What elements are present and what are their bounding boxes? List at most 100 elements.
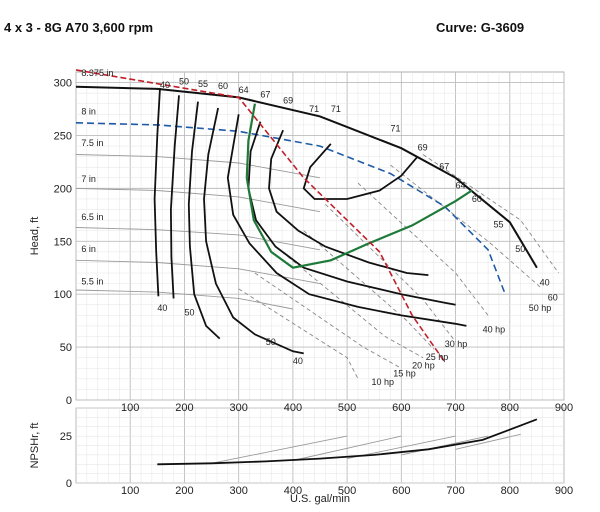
chart-annotation-label: 40 hp [483,324,506,334]
x-tick-label: 200 [175,402,193,414]
chart-annotation-label: 60 [548,293,558,303]
chart-annotation-label: 40 [293,356,303,366]
y-tick-label: 300 [54,78,72,90]
pump-model-title: 4 x 3 - 8G A70 3,600 rpm [4,20,154,35]
chart-annotation-label: 5.5 in [81,277,103,287]
chart-annotation-label: 6 in [81,244,96,254]
chart-annotation-label: 69 [418,142,428,152]
chart-annotation-label: 6.5 in [81,212,103,222]
chart-annotation-label: 60 [472,194,482,204]
npsh-x-tick-label: 300 [229,485,247,497]
chart-annotation-label: 71 [331,104,341,114]
npsh-x-tick-label: 200 [175,485,193,497]
npsh-thin-curve [455,433,521,450]
y-tick-label: 200 [54,183,72,195]
chart-annotation-label: 55 [198,79,208,89]
chart-annotation-label: 71 [309,104,319,114]
chart-annotation-label: 7 in [81,174,96,184]
chart-annotation-label: 8 in [81,106,96,116]
npsh-x-tick-label: 100 [121,485,139,497]
power-line [357,182,489,316]
efficiency-contour [247,121,456,306]
chart-annotation-label: 71 [390,123,400,133]
y-tick-label: 250 [54,130,72,142]
efficiency-contour [302,143,419,200]
power-line [238,288,359,380]
chart-annotation-label: 30 hp [445,339,468,349]
npsh-x-tick-label: 600 [392,485,410,497]
chart-annotation-label: 40 [160,80,170,90]
head-plot-frame [75,71,565,401]
power-line [325,203,456,343]
npsh-x-tick-label: 400 [284,485,302,497]
x-tick-label: 300 [229,402,247,414]
chart-annotation-label: 67 [439,161,449,171]
chart-annotation-label: 55 [494,220,504,230]
impeller-curve [75,187,321,213]
chart-annotation-label: 25 hp [426,352,449,362]
npsh-thin-curve [292,435,402,461]
chart-annotation-label: 40 [540,278,550,288]
chart-annotation-label: 69 [283,96,293,106]
chart-annotation-label: 7.5 in [81,138,103,148]
npsh-y-tick-label: 0 [66,478,72,490]
chart-annotation-label: 20 hp [412,360,435,370]
efficiency-contour [169,95,180,299]
x-axis-title: U.S. gal/min [290,493,350,505]
npsh-x-tick-label: 800 [501,485,519,497]
npsh-thin-curve [401,435,489,456]
efficiency-contour [226,114,467,327]
x-tick-label: 800 [501,402,519,414]
npsh-thin-curve [211,435,348,464]
efficiency-contour [268,129,429,276]
curve-id-title: Curve: G-3609 [436,20,525,35]
impeller-curve [75,227,321,251]
power-line [422,154,559,274]
y-tick-label: 0 [66,395,72,407]
bep-efficiency-curve [245,103,473,269]
y-tick-label: 100 [54,289,72,301]
npsh-x-tick-label: 900 [555,485,573,497]
chart-annotation-label: 67 [260,89,270,99]
npsh-curve [157,418,538,466]
chart-annotation-label: 64 [239,85,249,95]
power-line [254,272,402,369]
impeller-curve [75,259,321,285]
efficiency-contour [153,87,161,297]
chart-annotation-label: 64 [456,180,466,190]
min-flow-line [75,69,446,363]
chart-annotation-label: 50 [515,244,525,254]
impeller-curve [75,154,321,179]
x-tick-label: 500 [338,402,356,414]
x-tick-label: 700 [446,402,464,414]
chart-annotation-label: 50 [184,307,194,317]
chart-annotation-label: 50 hp [529,303,552,313]
impeller-curve [75,289,293,310]
y-axis-title: Head, ft [29,217,41,256]
x-tick-label: 600 [392,402,410,414]
power-line [303,230,435,350]
x-tick-label: 100 [121,402,139,414]
npsh-x-tick-label: 700 [446,485,464,497]
efficiency-contour [203,107,304,355]
npsh-x-tick-label: 500 [338,485,356,497]
y-tick-label: 50 [60,342,72,354]
npsh-y-axis-title: NPSHr, ft [29,423,41,469]
x-tick-label: 900 [555,402,573,414]
chart-annotation-label: 8.375 in [81,68,113,78]
chart-annotation-label: 15 hp [393,369,416,379]
y-tick-label: 150 [54,236,72,248]
power-line [281,251,424,359]
efficiency-contour [187,101,221,340]
npsh-y-tick-label: 25 [60,431,72,443]
power-line [390,164,543,290]
impeller-curve [75,122,506,293]
chart-annotation-label: 40 [157,303,167,313]
chart-annotation-label: 10 hp [372,377,395,387]
chart-annotation-label: 50 [266,337,276,347]
x-tick-label: 400 [284,402,302,414]
impeller-curve [75,85,538,269]
chart-annotation-label: 50 [179,77,189,87]
